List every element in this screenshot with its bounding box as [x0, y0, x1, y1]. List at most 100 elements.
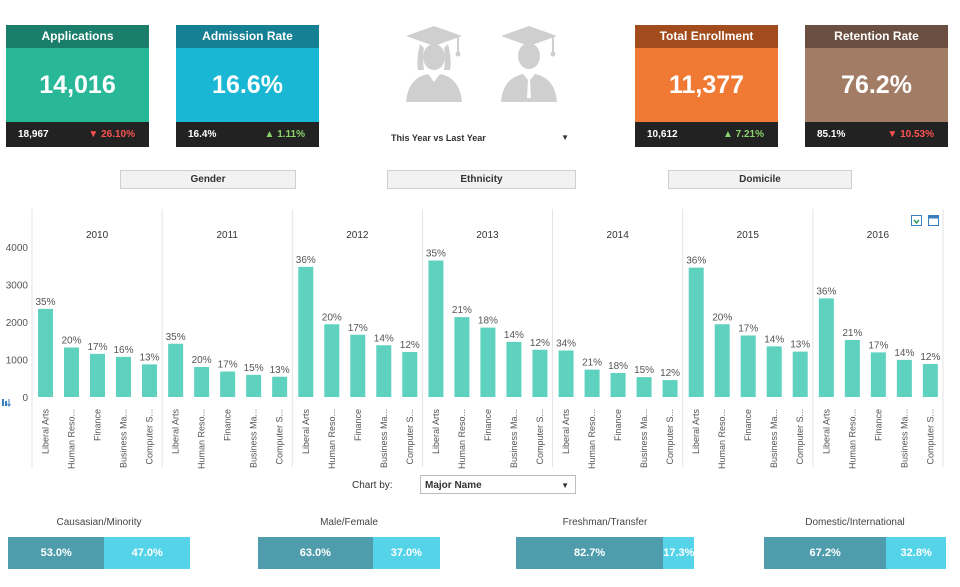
bar: [662, 380, 678, 397]
bar: [168, 343, 184, 397]
bar-data-label: 12%: [530, 338, 550, 349]
domicile-filter-button[interactable]: Domicile: [668, 170, 852, 189]
bar: [480, 327, 496, 397]
x-category-label: Human Reso...: [717, 409, 727, 469]
x-category-label: Human Reso...: [327, 409, 337, 469]
bar-data-label: 36%: [816, 286, 836, 297]
bar-data-label: 21%: [582, 358, 602, 369]
export-icon[interactable]: [911, 215, 922, 226]
x-category-label: Computer S...: [145, 409, 155, 465]
female-graduate-icon: [406, 26, 462, 102]
split-bar-ethnicity[interactable]: 53.0% 47.0%: [8, 537, 190, 569]
kpi-footer: 18,967 ▼ 26.10%: [6, 122, 149, 147]
split-segment-a: 53.0%: [8, 537, 105, 569]
bar: [64, 347, 79, 397]
y-tick-label: 0: [22, 393, 28, 404]
kpi-card-retention-rate[interactable]: Retention Rate 76.2% 85.1% ▼ 10.53%: [805, 25, 948, 147]
split-bar-domicile[interactable]: 67.2% 32.8%: [764, 537, 946, 569]
bar-data-label: 15%: [244, 363, 264, 374]
kpi-change: ▼ 10.53%: [887, 129, 934, 140]
bar-data-label: 20%: [192, 355, 212, 366]
bar-data-label: 20%: [712, 312, 732, 323]
kpi-title: Retention Rate: [805, 25, 948, 48]
bar: [714, 324, 730, 397]
x-category-label: Human Reso...: [457, 409, 467, 469]
bar-data-label: 12%: [400, 340, 420, 351]
bar: [506, 341, 522, 397]
x-category-label: Human Reso...: [197, 409, 207, 469]
x-category-label: Finance: [483, 409, 493, 441]
split-bar-student-type[interactable]: 82.7% 17.3%: [516, 537, 694, 569]
bar: [298, 266, 314, 397]
kpi-card-admission-rate[interactable]: Admission Rate 16.6% 16.4% ▲ 1.11%: [176, 25, 319, 147]
bar-data-label: 20%: [61, 336, 81, 347]
split-segment-b: 47.0%: [104, 537, 190, 569]
split-title-ethnicity: Causasian/Minority: [56, 517, 142, 528]
kpi-change: ▼ 26.10%: [88, 129, 135, 140]
bar: [558, 350, 574, 397]
chart-by-select[interactable]: Major Name ▼: [420, 475, 576, 494]
kpi-card-total-enrollment[interactable]: Total Enrollment 11,377 10,612 ▲ 7.21%: [635, 25, 778, 147]
bar: [220, 371, 236, 397]
x-category-label: Business Ma...: [119, 409, 129, 468]
split-title-gender: Male/Female: [320, 517, 378, 528]
bar: [454, 317, 470, 397]
y-tick-label: 3000: [6, 281, 29, 292]
bar: [844, 340, 860, 397]
maximize-icon[interactable]: [928, 215, 939, 226]
y-tick-label: 1000: [6, 356, 29, 367]
bar: [376, 345, 392, 397]
x-category-label: Business Ma...: [639, 409, 649, 468]
bar-data-label: 13%: [270, 365, 290, 376]
arrow-up-icon: ▲: [264, 129, 275, 140]
panel-year-label: 2013: [476, 230, 499, 241]
kpi-value: 14,016: [6, 48, 149, 122]
bar: [766, 346, 782, 397]
split-segment-a: 67.2%: [764, 537, 887, 569]
x-category-label: Liberal Arts: [821, 409, 831, 455]
gender-filter-button[interactable]: Gender: [120, 170, 296, 189]
bar: [636, 377, 652, 397]
ethnicity-filter-button[interactable]: Ethnicity: [387, 170, 576, 189]
kpi-change: ▲ 1.11%: [264, 129, 306, 140]
x-category-label: Human Reso...: [847, 409, 857, 469]
x-category-label: Computer S...: [795, 409, 805, 465]
x-category-label: Finance: [93, 409, 103, 441]
sort-icon[interactable]: [2, 398, 12, 407]
bar-data-label: 17%: [738, 324, 758, 335]
split-title-domicile: Domestic/International: [805, 517, 905, 528]
male-graduate-icon: [501, 26, 557, 102]
panel-year-label: 2010: [86, 230, 109, 241]
kpi-title: Applications: [6, 25, 149, 48]
bar: [142, 364, 157, 397]
x-category-label: Human Reso...: [67, 409, 77, 469]
bar: [272, 376, 288, 397]
panel-year-label: 2014: [607, 230, 630, 241]
bar: [324, 324, 340, 397]
x-category-label: Finance: [223, 409, 233, 441]
kpi-title: Total Enrollment: [635, 25, 778, 48]
bar: [584, 369, 600, 397]
x-category-label: Business Ma...: [899, 409, 909, 468]
bar-data-label: 18%: [608, 361, 628, 372]
kpi-prev-value: 85.1%: [817, 129, 846, 140]
x-category-label: Business Ma...: [249, 409, 259, 468]
kpi-card-applications[interactable]: Applications 14,016 18,967 ▼ 26.10%: [6, 25, 149, 147]
bar: [194, 367, 210, 397]
bar: [246, 374, 262, 397]
x-category-label: Finance: [353, 409, 363, 441]
bar-data-label: 21%: [842, 328, 862, 339]
y-tick-label: 4000: [6, 243, 29, 254]
bar-data-label: 35%: [166, 332, 186, 343]
chart-by-label: Chart by:: [352, 480, 393, 491]
kpi-prev-value: 16.4%: [188, 129, 217, 140]
x-category-label: Liberal Arts: [431, 409, 441, 455]
bar-data-label: 16%: [113, 345, 133, 356]
bar: [922, 364, 938, 397]
split-bar-gender[interactable]: 63.0% 37.0%: [258, 537, 440, 569]
bar-data-label: 12%: [660, 368, 680, 379]
major-trellis-bar-chart: 4000 3000 2000 1000 0 2010 35% Liberal Arts 20% H…: [6, 209, 944, 469]
y-tick-label: 2000: [6, 318, 29, 329]
period-select[interactable]: This Year vs Last Year ▼: [387, 131, 575, 147]
bar: [896, 359, 912, 397]
